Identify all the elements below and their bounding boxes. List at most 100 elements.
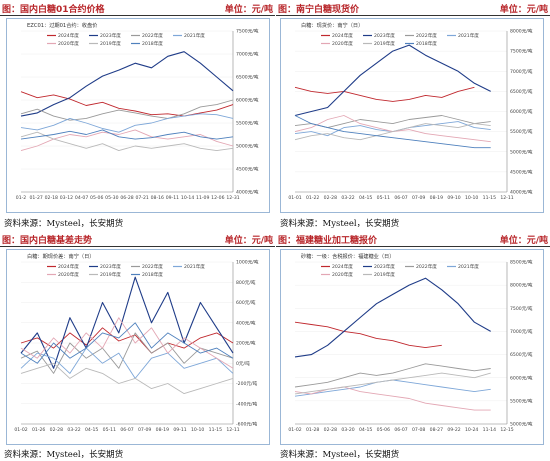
header-divider: [0, 15, 275, 16]
legend-label: 2021年度: [458, 32, 479, 39]
x-tick-label: 01-02: [14, 427, 27, 433]
x-tick-label: 12-06: [211, 195, 224, 201]
x-tick-label: 02-28: [324, 195, 337, 201]
x-tick-label: 08-19: [430, 195, 443, 201]
legend-label: 2019年度: [100, 271, 121, 278]
panel-nanning-spot: 图：南宁白糖现货价 单位：元/吨 白糖：现货价：南宁（日） 2024年度 2023年…: [276, 0, 550, 231]
legend-label: 2018年度: [416, 40, 437, 47]
y-tick-label: 8500元/吨: [510, 259, 533, 266]
x-tick-label: 04-15: [359, 427, 372, 433]
chart-frame: 砂糖：一级：含税报价：福建糖业（日） 2024年度 2023年度 2022年度 2021…: [280, 249, 544, 445]
x-tick-label: 11-15: [209, 427, 222, 433]
x-tick-label: 02-28: [50, 427, 63, 433]
panel-unit: 单位：元/吨: [224, 236, 273, 246]
x-tick-label: 07-09: [412, 195, 425, 201]
legend: 2024年度 2023年度 2022年度 2021年度 2020年度 2019年度 2018…: [321, 32, 479, 47]
source-note: 资料来源：Mysteel，长安期货: [280, 219, 400, 229]
legend-label: 2020年度: [58, 271, 79, 278]
x-tick-label: 03-22: [341, 195, 354, 201]
series-line-2024: [294, 86, 475, 102]
x-tick-label: 10-14: [181, 195, 194, 201]
y-tick-label: 7500元/吨: [510, 305, 533, 312]
panel-title: 图：国内白糖01合约价格: [2, 5, 105, 15]
legend-label: 2020年度: [58, 40, 79, 47]
series-line-2019: [294, 372, 491, 395]
series-line-2020: [20, 129, 234, 152]
legend: 2024年度 2023年度 2022年度 2021年度 2020年度 2019年度 2018…: [47, 32, 205, 47]
x-tick-label: 03-22: [67, 427, 80, 433]
panel-header: 图：南宁白糖现货价 单位：元/吨: [276, 0, 550, 15]
series-line-2020: [294, 386, 491, 411]
panel-title: 图：南宁白糖现货价: [278, 5, 360, 15]
legend-label: 2021年度: [458, 263, 479, 270]
x-tick-label: 01-02: [288, 427, 301, 433]
x-tick-label: 05-06: [377, 427, 390, 433]
legend-label: 2024年度: [58, 263, 79, 270]
x-tick-label: 01-27: [29, 195, 42, 201]
y-tick-label: 4000元/吨: [236, 189, 259, 196]
y-tick-label: 200元/吨: [236, 340, 256, 347]
y-tick-label: -400元/吨: [236, 400, 258, 407]
y-tick-label: 800元/吨: [236, 279, 256, 286]
x-tick-label: 07-08: [412, 427, 425, 433]
source-note: 资料来源：Mysteel，长安期货: [280, 450, 400, 460]
series-line-2018: [20, 322, 234, 364]
header-divider: [276, 246, 550, 247]
series-line-2021: [20, 113, 234, 133]
legend-label: 2018年度: [142, 271, 163, 278]
legend-label: 2022年度: [142, 263, 163, 270]
chart-fujian-processed: 砂糖：一级：含税报价：福建糖业（日） 2024年度 2023年度 2022年度 2021…: [288, 252, 533, 433]
y-tick-label: 5000元/吨: [510, 421, 533, 428]
y-tick-label: 5500元/吨: [236, 120, 259, 127]
x-tick-label: 01-26: [32, 427, 45, 433]
x-tick-label: 01-2: [16, 195, 27, 201]
y-tick-label: 7000元/吨: [510, 328, 533, 335]
y-tick-label: 7500元/吨: [510, 48, 533, 55]
series-line-2022: [20, 99, 234, 121]
chart-frame: EZC01：过期01合约：收盘价 2024年度 2023年度 2022年度 2021年度…: [6, 18, 270, 213]
panel-header: 图：国内白糖01合约价格 单位：元/吨: [0, 0, 275, 15]
panel-title: 图：福建糖业加工糖报价: [278, 236, 378, 246]
legend: 2024年度 2023年度 2022年度 2021年度 2020年度 2019年度 2018…: [47, 263, 205, 278]
chart-title: 白糖：现货价：南宁（日）: [301, 21, 363, 29]
series-line-2019: [20, 362, 234, 395]
x-tick-label: 12-11: [500, 195, 513, 201]
series-line-2024: [294, 321, 442, 349]
legend-label: 2020年度: [332, 271, 353, 278]
x-tick-label: 04-15: [359, 195, 372, 201]
y-tick-label: 6500元/吨: [510, 88, 533, 95]
y-tick-label: -200元/吨: [236, 380, 258, 387]
chart-basis: 白糖：期现价差：南宁（日）2024年度 2023年度 2022年度 2021年度202…: [14, 252, 259, 433]
x-tick-label: 10-10: [465, 195, 478, 201]
x-tick-label: 12-15: [500, 427, 513, 433]
legend-label: 2023年度: [374, 263, 395, 270]
x-tick-label: 02-18: [45, 195, 58, 201]
x-tick-label: 10-24: [465, 427, 478, 433]
x-tick-label: 03-12: [60, 195, 73, 201]
series-line-2023: [294, 44, 491, 117]
x-tick-label: 12-11: [226, 427, 239, 433]
y-tick-label: 5000元/吨: [236, 143, 259, 150]
legend-label: 2019年度: [374, 40, 395, 47]
legend-label: 2019年度: [100, 40, 121, 47]
x-tick-label: 09-11: [166, 195, 179, 201]
panel-unit: 单位：元/吨: [224, 5, 273, 15]
x-tick-label: 09-22: [447, 427, 460, 433]
header-divider: [0, 246, 275, 247]
y-tick-label: 400元/吨: [236, 319, 256, 326]
y-tick-label: 4500元/吨: [510, 168, 533, 175]
header-divider: [276, 15, 550, 16]
chart-title: 砂糖：一级：含税报价：福建糖业（日）: [301, 252, 394, 260]
panel-unit: 单位：元/吨: [499, 236, 548, 246]
series-line-2019: [294, 123, 491, 141]
x-tick-label: 01-28: [306, 427, 319, 433]
legend-label: 2023年度: [100, 32, 121, 39]
x-tick-label: 10-10: [191, 427, 204, 433]
series-line-2024: [20, 91, 234, 117]
chart-frame: 白糖：现货价：南宁（日） 2024年度 2023年度 2022年度 2021年度 2020…: [280, 18, 544, 213]
series-line-2022: [294, 363, 491, 388]
legend-label: 2019年度: [374, 271, 395, 278]
legend-label: 2022年度: [416, 32, 437, 39]
y-tick-label: 7000元/吨: [236, 51, 259, 58]
legend-label: 2023年度: [374, 32, 395, 39]
